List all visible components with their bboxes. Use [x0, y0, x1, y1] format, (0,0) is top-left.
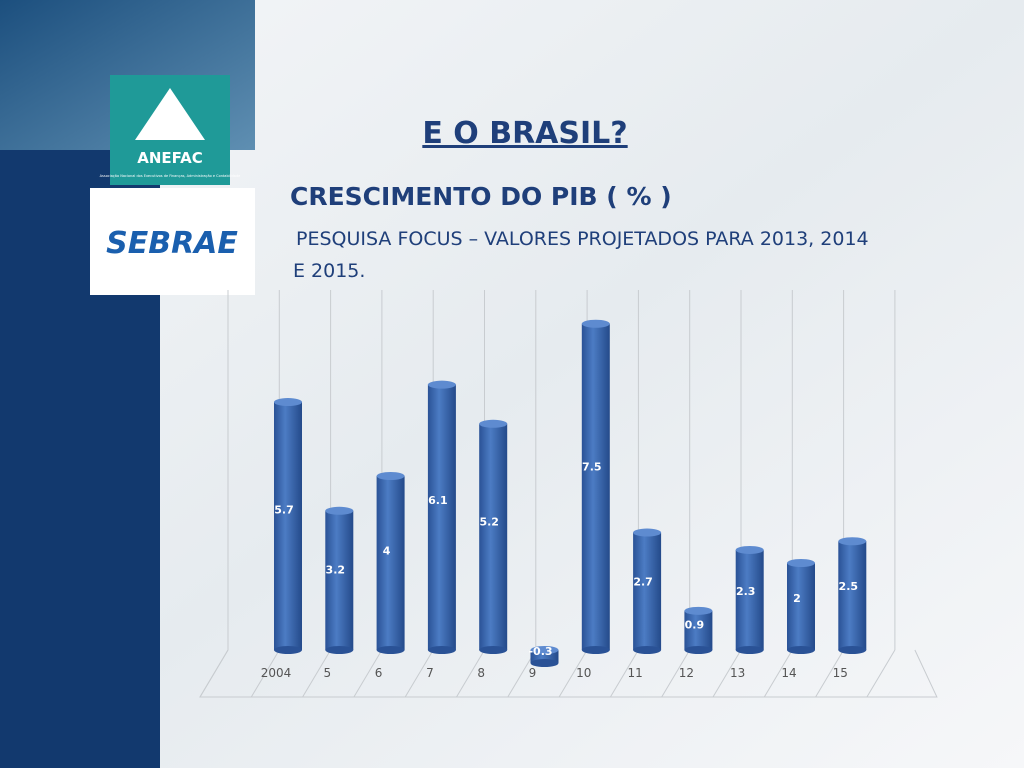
- x-tick-label: 11: [627, 666, 642, 680]
- sebrae-name: SEBRAE: [106, 226, 238, 261]
- bar-top: [530, 646, 559, 654]
- x-tick-label: 5: [323, 666, 331, 680]
- x-tick-label: 7: [426, 666, 434, 680]
- bar: [684, 610, 713, 650]
- sebrae-logo: [90, 188, 255, 295]
- x-tick-label: 12: [679, 666, 694, 680]
- bar: [376, 476, 405, 650]
- separator: [609, 649, 639, 698]
- bar-top: [684, 606, 713, 615]
- bar-bottom: [530, 659, 559, 668]
- bar: [735, 549, 764, 650]
- bar-bottom: [787, 646, 815, 654]
- separator: [456, 649, 485, 698]
- bar-top: [787, 559, 815, 567]
- data-label: 2: [793, 592, 801, 605]
- bar-bottom: [427, 646, 456, 654]
- separator: [353, 649, 383, 698]
- bar-bottom: [735, 646, 764, 654]
- bar: [787, 563, 815, 650]
- bar-bottom: [274, 646, 302, 654]
- data-label: 5.7: [274, 504, 294, 517]
- data-label: 6.1: [428, 494, 448, 507]
- x-tick-label: 14: [781, 666, 796, 680]
- x-tick-label: 6: [375, 666, 383, 680]
- bar: [838, 541, 867, 650]
- data-label: 2.3: [736, 585, 756, 598]
- bar-bottom: [581, 646, 610, 654]
- bar-top: [376, 472, 405, 480]
- bar-top: [427, 380, 456, 389]
- x-tick-label: 15: [833, 666, 848, 680]
- separator: [712, 649, 742, 698]
- separator: [661, 649, 691, 698]
- data-label: 7.5: [582, 461, 602, 474]
- x-tick-label: 10: [576, 666, 591, 680]
- data-label: 3.2: [326, 563, 346, 576]
- x-tick-label: 8: [477, 666, 485, 680]
- bar-bottom: [838, 646, 867, 654]
- separator: [866, 649, 896, 698]
- data-label: 2.5: [839, 580, 859, 593]
- bar-top: [735, 545, 764, 554]
- bar-bottom: [325, 646, 354, 654]
- anefac-symbol: [135, 88, 205, 140]
- data-label: 5.2: [479, 516, 499, 529]
- separator: [250, 649, 280, 698]
- bar: [479, 423, 508, 650]
- anefac-name: ANEFAC: [137, 149, 203, 167]
- chart: 5.7 2004 3.2 5 4 6 6.1 7 5.2 8 -0.3 9 7.5 10 2.7 11 0.9 1…: [199, 290, 938, 698]
- bar: [274, 402, 302, 650]
- bar-bottom: [479, 646, 508, 654]
- data-label: 4: [383, 544, 391, 557]
- bar-top: [633, 528, 662, 537]
- anefac-caption: Associação Nacional dos Executivos de Fi…: [100, 174, 241, 178]
- separator: [815, 649, 845, 698]
- x-tick-label: 2004: [261, 666, 292, 680]
- bar-top: [274, 398, 302, 407]
- subtitle-line: E 2015.: [293, 260, 365, 282]
- chart-title: CRESCIMENTO DO PIB ( % ): [290, 182, 672, 211]
- bar: [325, 510, 354, 650]
- separator: [763, 649, 793, 698]
- bar-top: [325, 506, 354, 515]
- bar: [427, 384, 456, 650]
- bar-top: [838, 537, 867, 546]
- x-tick-label: 13: [730, 666, 745, 680]
- bar: [633, 532, 662, 650]
- bar-top: [581, 319, 610, 328]
- separator: [199, 649, 229, 698]
- bar-top: [479, 419, 508, 428]
- bar-bottom: [376, 646, 405, 654]
- bar: [581, 323, 610, 650]
- x-tick-label: 9: [529, 666, 537, 680]
- separator: [302, 649, 332, 698]
- separator: [558, 649, 588, 698]
- slide-title: E O BRASIL?: [422, 116, 627, 151]
- data-label: -0.3: [528, 645, 552, 658]
- chart-subtitle: PESQUISA FOCUS – VALORES PROJETADOS PARA…: [293, 228, 875, 282]
- separator: [404, 649, 434, 698]
- data-label: 2.7: [633, 575, 653, 588]
- data-label: 0.9: [685, 618, 705, 631]
- subtitle-line: PESQUISA FOCUS – VALORES PROJETADOS PARA…: [296, 228, 869, 250]
- bar-bottom: [684, 646, 713, 654]
- bar-bottom: [633, 646, 662, 654]
